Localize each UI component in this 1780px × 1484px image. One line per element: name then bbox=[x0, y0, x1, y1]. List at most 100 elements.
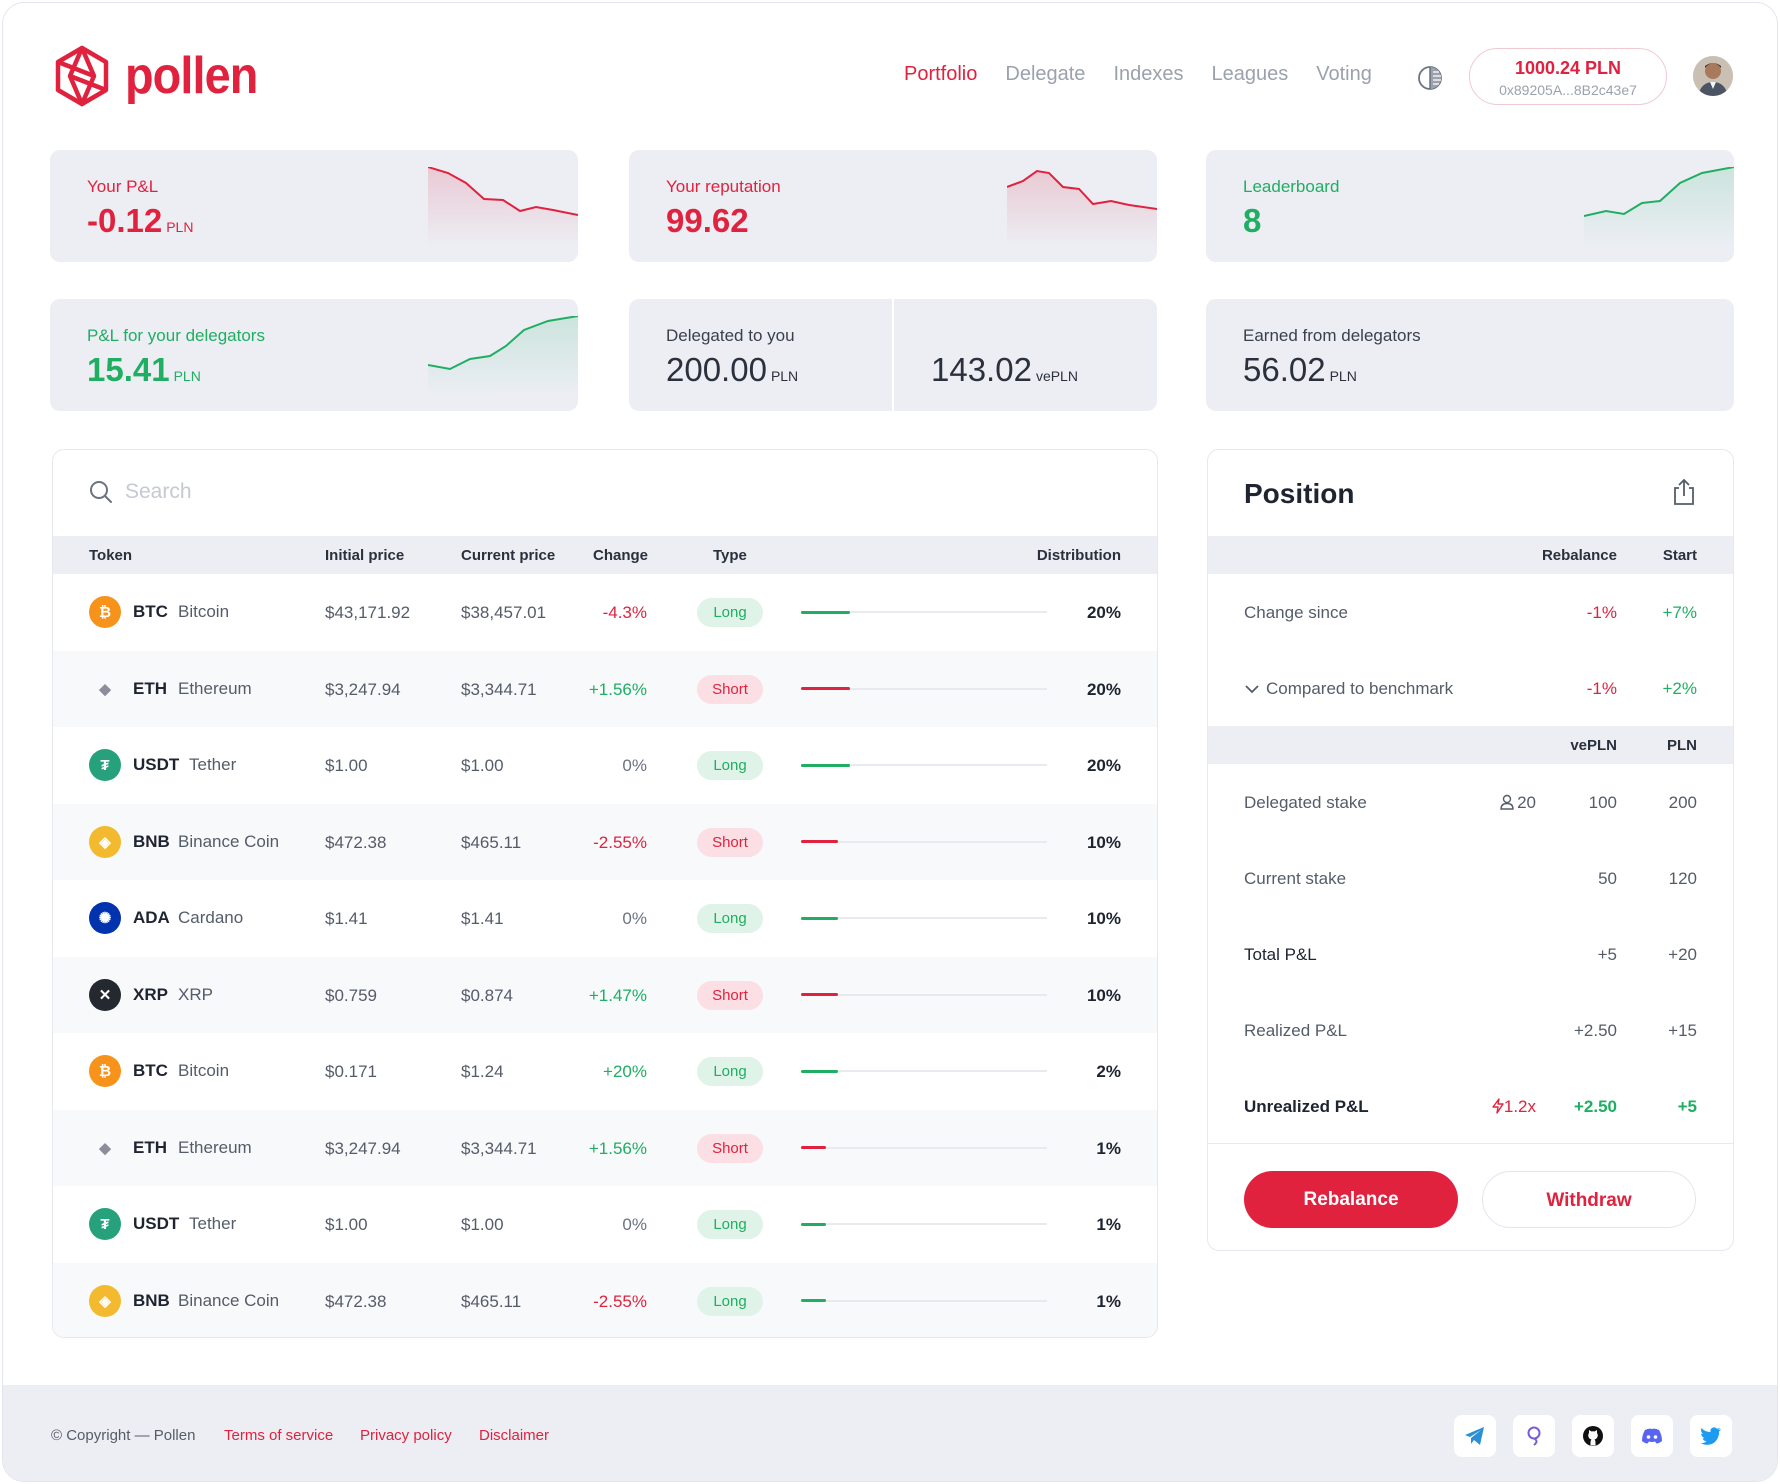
privacy-link[interactable]: Privacy policy bbox=[360, 1427, 452, 1444]
table-row[interactable]: ◆ ETH Ethereum $3,247.94 $3,344.71 +1.56% Shor… bbox=[53, 650, 1157, 727]
unrealized-pnl-vepln: +2.50 bbox=[1573, 1097, 1617, 1116]
distribution-bar bbox=[801, 1222, 1047, 1226]
change-since-rebalance: -1% bbox=[1586, 603, 1617, 622]
distribution-bar-fill bbox=[801, 1069, 838, 1073]
pnl-label: Your P&L bbox=[87, 177, 159, 196]
share-icon[interactable] bbox=[1671, 478, 1697, 506]
delegated-label: Delegated to you bbox=[666, 326, 795, 345]
initial-price: $0.759 bbox=[325, 985, 377, 1005]
disclaimer-link[interactable]: Disclaimer bbox=[479, 1427, 550, 1444]
unrealized-pnl-pln: +5 bbox=[1677, 1097, 1697, 1116]
ethereum-icon: ◆ bbox=[99, 1139, 111, 1157]
pollen-social-button[interactable] bbox=[1513, 1415, 1555, 1457]
current-price: $3,344.71 bbox=[461, 679, 537, 699]
nav-portfolio[interactable]: Portfolio bbox=[904, 63, 978, 85]
distribution-bar bbox=[801, 993, 1047, 996]
withdraw-button[interactable]: Withdraw bbox=[1482, 1171, 1696, 1228]
nav-leagues[interactable]: Leagues bbox=[1211, 63, 1289, 85]
token-name: Tether bbox=[189, 755, 237, 774]
table-row[interactable]: ₮ USDT Tether $1.00 $1.00 0% Long 20% bbox=[53, 727, 1157, 804]
token-symbol: USDT bbox=[133, 1214, 180, 1233]
search-input[interactable] bbox=[125, 480, 525, 504]
chevron-down-icon[interactable] bbox=[1244, 683, 1260, 695]
price-change: +1.47% bbox=[588, 985, 647, 1005]
table-row[interactable]: ✺ ADA Cardano $1.41 $1.41 0% Long 10% bbox=[53, 880, 1157, 957]
current-price: $0.874 bbox=[461, 985, 513, 1005]
col-current-price[interactable]: Current price bbox=[461, 547, 556, 564]
benchmark-label: Compared to benchmark bbox=[1266, 679, 1454, 698]
token-symbol: XRP bbox=[133, 984, 168, 1004]
avatar[interactable] bbox=[1693, 56, 1733, 96]
wallet-balance: 1000.24 PLN bbox=[1514, 58, 1622, 78]
discord-button[interactable] bbox=[1631, 1415, 1673, 1457]
initial-price: $472.38 bbox=[325, 1291, 387, 1311]
telegram-icon bbox=[1465, 1427, 1484, 1445]
position-title: Position bbox=[1244, 478, 1355, 509]
initial-price: $472.38 bbox=[325, 832, 387, 852]
delegated-stake-label: Delegated stake bbox=[1244, 793, 1367, 812]
table-row[interactable]: ◈ BNB Binance Coin $472.38 $465.11 -2.55% Long… bbox=[53, 1262, 1157, 1337]
distribution-bar-fill bbox=[801, 763, 851, 767]
current-price: $465.11 bbox=[461, 1291, 522, 1311]
token-name: Ethereum bbox=[178, 678, 252, 698]
distribution-percent: 2% bbox=[1096, 1062, 1121, 1081]
tether-icon: ₮ bbox=[89, 749, 121, 781]
token-symbol: ETH bbox=[133, 1137, 167, 1157]
distribution-bar-fill bbox=[801, 687, 851, 690]
pollen-logo[interactable]: pollen bbox=[51, 45, 272, 107]
col-change[interactable]: Change bbox=[593, 547, 649, 564]
delegated-vepln-value: 143.02 vePLN bbox=[931, 351, 1078, 388]
distribution-bar-fill bbox=[801, 840, 838, 843]
token-name: Bitcoin bbox=[178, 1061, 230, 1080]
col-distribution[interactable]: Distribution bbox=[1036, 547, 1121, 564]
benchmark-row[interactable]: Compared to benchmark -1% +2% bbox=[1208, 650, 1733, 726]
table-row[interactable]: ₮ USDT Tether $1.00 $1.00 0% Long 1% bbox=[53, 1186, 1157, 1263]
initial-price: $1.00 bbox=[325, 1215, 368, 1234]
table-row[interactable]: ✕ XRP XRP $0.759 $0.874 +1.47% Short 10% bbox=[53, 956, 1157, 1033]
col-token[interactable]: Token bbox=[89, 547, 133, 564]
terms-link[interactable]: Terms of service bbox=[224, 1427, 334, 1444]
distribution-bar-fill bbox=[801, 993, 838, 996]
current-price: $1.24 bbox=[461, 1062, 504, 1081]
table-row[interactable]: ₿ BTC Bitcoin $0.171 $1.24 +20% Long 2% bbox=[53, 1033, 1157, 1110]
distribution-bar bbox=[801, 916, 1047, 920]
current-price: $1.41 bbox=[461, 909, 504, 928]
twitter-icon bbox=[1700, 1427, 1721, 1445]
initial-price: $0.171 bbox=[325, 1062, 377, 1081]
reputation-card: Your reputation 99.62 bbox=[629, 150, 1157, 262]
token-symbol: USDT bbox=[133, 755, 180, 774]
col-type[interactable]: Type bbox=[713, 547, 747, 564]
nav-voting[interactable]: Voting bbox=[1316, 63, 1372, 85]
theme-toggle-icon[interactable] bbox=[1417, 65, 1443, 91]
price-change: +20% bbox=[603, 1062, 647, 1081]
delegated-stake-pln: 200 bbox=[1668, 793, 1697, 812]
position-type-badge: Long bbox=[697, 1057, 763, 1086]
token-symbol: BTC bbox=[133, 1061, 168, 1080]
twitter-button[interactable] bbox=[1690, 1415, 1732, 1457]
rebalance-button[interactable]: Rebalance bbox=[1244, 1171, 1458, 1228]
reputation-value: 99.62 bbox=[666, 202, 749, 239]
distribution-percent: 10% bbox=[1086, 832, 1121, 852]
nav-delegate[interactable]: Delegate bbox=[1005, 63, 1086, 85]
benchmark-start: +2% bbox=[1662, 679, 1698, 698]
position-type-badge: Long bbox=[697, 1210, 763, 1239]
table-row[interactable]: ◈ BNB Binance Coin $472.38 $465.11 -2.55% Shor… bbox=[53, 803, 1157, 880]
delegated-card: Delegated to you 200.00 PLN 143.02 vePLN bbox=[629, 299, 1157, 411]
table-row[interactable]: ◆ ETH Ethereum $3,247.94 $3,344.71 +1.56% Shor… bbox=[53, 1109, 1157, 1186]
earned-value: 56.02 PLN bbox=[1243, 351, 1357, 388]
search-icon bbox=[90, 481, 112, 503]
position-divider bbox=[1208, 1143, 1733, 1144]
token-symbol: BTC bbox=[133, 602, 168, 621]
wallet-button[interactable]: 1000.24 PLN 0x89205A...8B2c43e7 bbox=[1469, 48, 1667, 105]
nav-indexes[interactable]: Indexes bbox=[1113, 63, 1184, 85]
token-name: XRP bbox=[178, 984, 213, 1004]
col-initial-price[interactable]: Initial price bbox=[325, 547, 405, 564]
telegram-button[interactable] bbox=[1454, 1415, 1496, 1457]
table-row[interactable]: ₿ BTC Bitcoin $43,171.92 $38,457.01 -4.3% Long… bbox=[53, 574, 1157, 651]
unrealized-pnl-row: Unrealized P&L 1.2x +2.50 +5 bbox=[1208, 1068, 1733, 1144]
github-button[interactable] bbox=[1572, 1415, 1614, 1457]
token-name: Ethereum bbox=[178, 1137, 252, 1157]
position-type-badge: Long bbox=[697, 751, 763, 780]
price-change: -2.55% bbox=[593, 832, 647, 852]
cardano-icon: ✺ bbox=[89, 902, 121, 934]
